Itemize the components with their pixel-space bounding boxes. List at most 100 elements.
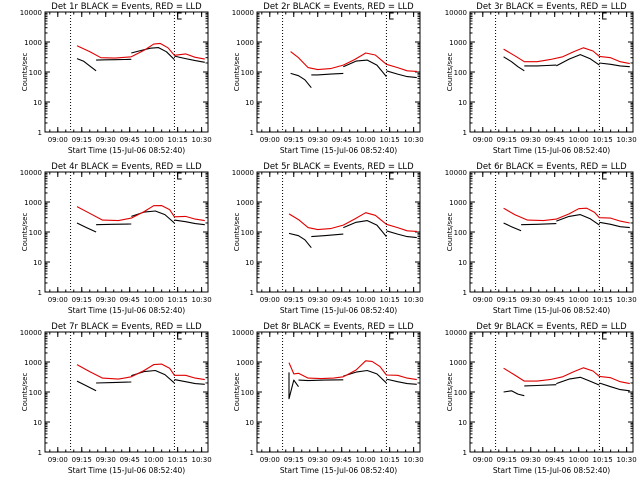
x-axis-label: Start Time (15-Jul-06 08:52:40) <box>493 306 610 315</box>
x-tick-label: 09:45 <box>332 136 352 144</box>
saa-bracket-marker <box>602 12 607 20</box>
y-tick-label: 10 <box>245 99 254 107</box>
series-line <box>343 220 387 237</box>
series-line <box>290 51 417 72</box>
detector-panel: Det 3r BLACK = Events, RED = LLD 1 10 100 10… <box>445 2 637 155</box>
x-tick-label: 10:30 <box>617 456 637 464</box>
x-tick-label: 09:30 <box>308 296 328 304</box>
x-tick-label: 09:15 <box>72 456 92 464</box>
y-tick-label: 100 <box>241 69 254 77</box>
series-line <box>599 382 630 392</box>
series-line <box>503 47 630 65</box>
x-tick-label: 09:00 <box>260 296 280 304</box>
y-tick-label: 10 <box>458 259 467 267</box>
x-tick-label: 09:15 <box>72 136 92 144</box>
y-axis-label: Counts/sec <box>446 213 454 252</box>
y-tick-label: 10000 <box>20 169 42 177</box>
x-tick-label: 09:30 <box>96 136 116 144</box>
y-tick-label: 10 <box>33 99 42 107</box>
series-line <box>96 58 132 61</box>
y-tick-label: 1000 <box>24 199 42 207</box>
x-tick-label: 09:15 <box>72 296 92 304</box>
x-tick-label: 10:15 <box>593 296 613 304</box>
detector-panel: Det 6r BLACK = Events, RED = LLD 1 10 100 10… <box>445 162 637 315</box>
series-line <box>288 360 417 381</box>
x-tick-label: 09:15 <box>497 296 517 304</box>
x-tick-label: 09:30 <box>308 136 328 144</box>
x-tick-label: 10:15 <box>168 456 188 464</box>
x-tick-label: 10:30 <box>404 456 424 464</box>
detector-panel: Det 2r BLACK = Events, RED = LLD 1 10 100 10… <box>232 2 424 155</box>
y-tick-label: 100 <box>29 229 42 237</box>
x-tick-label: 09:45 <box>120 136 140 144</box>
y-axis-label: Counts/sec <box>233 373 241 412</box>
y-tick-label: 1000 <box>24 39 42 47</box>
series-line <box>174 219 205 226</box>
x-tick-label: 10:15 <box>380 296 400 304</box>
y-tick-label: 100 <box>241 229 254 237</box>
series-line <box>311 72 344 76</box>
y-tick-label: 1000 <box>236 39 254 47</box>
saa-bracket-marker <box>602 172 607 180</box>
series-line <box>556 54 600 67</box>
series-line <box>96 381 132 384</box>
panel-title: Det 2r BLACK = Events, RED = LLD <box>263 2 414 12</box>
panel-title: Det 1r BLACK = Events, RED = LLD <box>51 2 202 12</box>
y-axis-label: Counts/sec <box>233 53 241 92</box>
x-axis-label: Start Time (15-Jul-06 08:52:40) <box>68 146 185 155</box>
x-axis-label: Start Time (15-Jul-06 08:52:40) <box>280 146 397 155</box>
x-tick-label: 09:30 <box>521 456 541 464</box>
series-line <box>503 222 522 232</box>
series-line <box>503 367 630 385</box>
series-line <box>288 232 312 249</box>
y-tick-label: 10000 <box>20 9 42 17</box>
saa-bracket-marker <box>602 332 607 340</box>
x-tick-label: 10:00 <box>144 136 164 144</box>
x-tick-label: 10:30 <box>404 296 424 304</box>
series-line <box>76 42 205 60</box>
x-tick-label: 09:30 <box>308 456 328 464</box>
series-line <box>599 221 630 229</box>
series-line <box>599 62 630 68</box>
saa-bracket-marker <box>177 12 182 20</box>
series-line <box>96 223 132 226</box>
series-line <box>386 378 417 385</box>
x-tick-label: 09:30 <box>96 296 116 304</box>
saa-bracket-marker <box>389 332 394 340</box>
series-line <box>174 379 205 385</box>
y-tick-label: 100 <box>241 389 254 397</box>
y-tick-label: 10 <box>458 99 467 107</box>
y-tick-label: 10 <box>33 419 42 427</box>
y-tick-label: 1 <box>250 449 254 457</box>
saa-bracket-marker <box>177 172 182 180</box>
x-tick-label: 10:00 <box>356 296 376 304</box>
x-tick-label: 09:45 <box>120 296 140 304</box>
y-tick-label: 10000 <box>232 329 254 337</box>
x-tick-label: 09:15 <box>284 456 304 464</box>
series-line <box>386 70 417 79</box>
y-tick-label: 10 <box>458 419 467 427</box>
series-line <box>76 58 97 72</box>
y-axis-label: Counts/sec <box>446 53 454 92</box>
y-tick-label: 1 <box>463 289 467 297</box>
x-tick-label: 10:15 <box>380 136 400 144</box>
x-axis-label: Start Time (15-Jul-06 08:52:40) <box>280 306 397 315</box>
y-tick-label: 10 <box>245 419 254 427</box>
y-tick-label: 1 <box>250 129 254 137</box>
saa-bracket-marker <box>389 172 394 180</box>
detector-panel: Det 5r BLACK = Events, RED = LLD 1 10 100 10… <box>232 162 424 315</box>
x-tick-label: 10:00 <box>356 456 376 464</box>
series-line <box>76 222 97 233</box>
x-tick-label: 10:00 <box>569 296 589 304</box>
y-tick-label: 10 <box>245 259 254 267</box>
x-axis-label: Start Time (15-Jul-06 08:52:40) <box>68 306 185 315</box>
y-tick-label: 10000 <box>445 169 467 177</box>
x-tick-label: 09:15 <box>284 136 304 144</box>
y-tick-label: 10000 <box>232 9 254 17</box>
x-tick-label: 10:15 <box>168 296 188 304</box>
series-line <box>288 372 299 400</box>
panel-title: Det 9r BLACK = Events, RED = LLD <box>476 322 627 332</box>
series-line <box>290 72 312 89</box>
y-tick-label: 1 <box>463 129 467 137</box>
